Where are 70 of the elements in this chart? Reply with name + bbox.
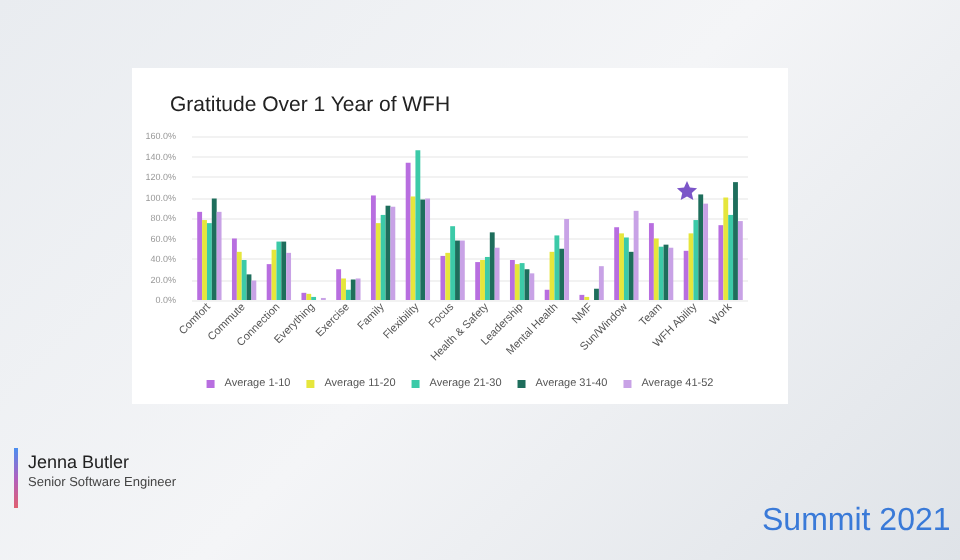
- bar: [614, 227, 620, 300]
- bar: [718, 225, 724, 300]
- bar: [197, 211, 203, 300]
- bar: [405, 162, 411, 300]
- bar: [350, 279, 356, 300]
- bar: [579, 294, 585, 300]
- bar: [455, 240, 460, 300]
- bar: [251, 280, 257, 300]
- bar: [266, 264, 272, 300]
- bar: [509, 260, 515, 300]
- bar: [301, 292, 307, 300]
- bar: [703, 203, 709, 300]
- bar: [206, 223, 212, 300]
- bar: [698, 194, 704, 300]
- bar: [445, 252, 451, 300]
- bar: [559, 248, 565, 300]
- bar: [236, 251, 242, 300]
- bar: [420, 199, 426, 300]
- bar: [276, 241, 282, 300]
- bar: [231, 238, 237, 300]
- bar: [598, 266, 604, 300]
- bar: [728, 214, 734, 300]
- bar: [345, 289, 351, 300]
- bar: [494, 247, 500, 300]
- bar: [216, 211, 222, 300]
- bar: [554, 235, 560, 300]
- bar: [594, 288, 599, 300]
- chart-title: Gratitude Over 1 Year of WFH: [170, 93, 451, 117]
- bar: [355, 278, 361, 300]
- bar: [564, 219, 570, 300]
- bar: [544, 289, 550, 300]
- bar: [653, 238, 659, 300]
- bar: [529, 273, 535, 300]
- bar: [202, 220, 207, 300]
- bar: [241, 260, 247, 300]
- bar: [459, 240, 465, 300]
- bar: [306, 293, 312, 300]
- bar: [623, 237, 629, 300]
- bar: [475, 262, 481, 300]
- bar: [281, 241, 287, 300]
- bar: [628, 251, 634, 300]
- bar: [375, 223, 381, 300]
- bar: [648, 223, 654, 300]
- bar: [633, 210, 639, 300]
- text: Summit 2021: [762, 504, 951, 540]
- bar: [514, 264, 520, 300]
- bar: [370, 195, 376, 300]
- bar: [668, 247, 674, 300]
- bar: [519, 263, 525, 300]
- bar: [480, 260, 485, 300]
- bar: [733, 182, 738, 300]
- bar: [450, 226, 456, 300]
- bar: [693, 220, 699, 300]
- bar: [484, 256, 490, 300]
- bar: [415, 150, 421, 300]
- text: Jenna Butler: [28, 452, 130, 472]
- bar: [619, 233, 624, 300]
- bar: [341, 278, 346, 300]
- bar: [737, 221, 743, 300]
- bar: [683, 250, 689, 300]
- bar: [380, 214, 386, 300]
- bar: [390, 206, 396, 300]
- bar: [336, 269, 342, 300]
- bar: [211, 198, 217, 300]
- bar: [658, 246, 664, 300]
- bar: [440, 255, 446, 300]
- bar: [286, 252, 292, 300]
- bar: [489, 232, 495, 300]
- bar: [723, 197, 729, 300]
- bar: [425, 198, 431, 300]
